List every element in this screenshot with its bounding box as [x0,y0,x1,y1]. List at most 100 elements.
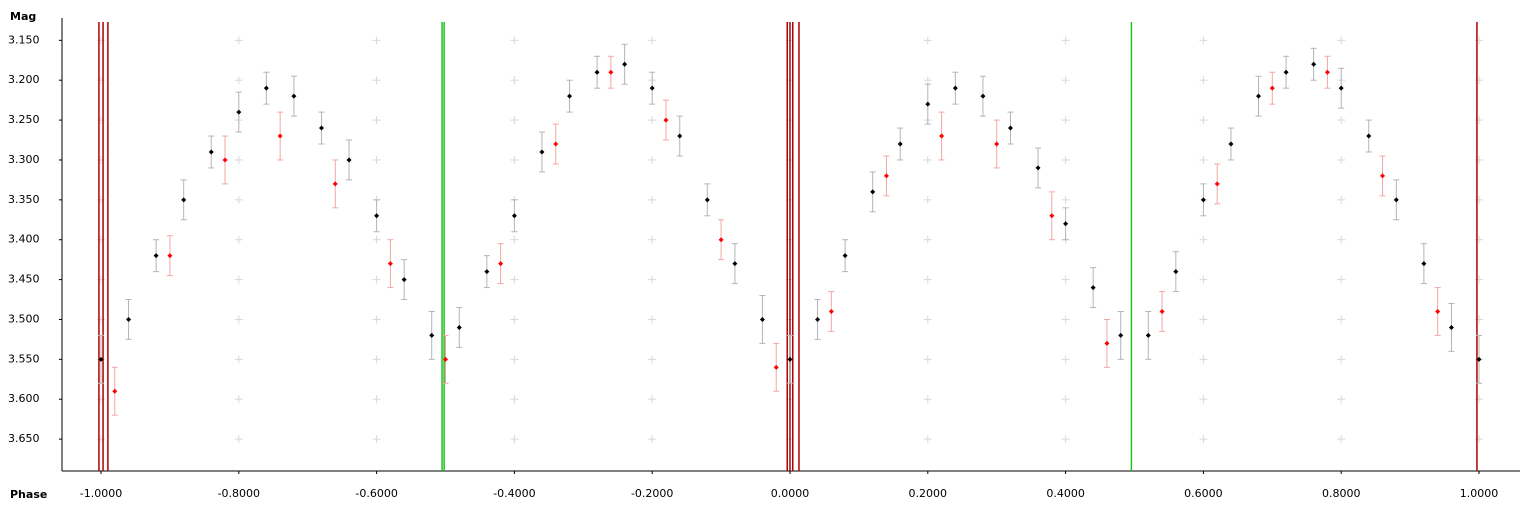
point [153,253,159,259]
point [870,189,876,195]
point [663,117,669,123]
point [1090,285,1096,291]
point [1311,61,1317,67]
point [1145,332,1151,338]
y-tick-label: 3.650 [8,432,40,445]
point [1159,308,1165,314]
point [346,157,352,163]
point [112,388,118,394]
point [401,277,407,283]
x-tick-label: 0.0000 [771,487,810,500]
point [1448,324,1454,330]
y-tick-label: 3.150 [8,33,40,46]
point [1007,125,1013,131]
point [374,213,380,219]
point [208,149,214,155]
point [277,133,283,139]
x-tick-label: 1.0000 [1460,487,1499,500]
x-tick-label: 0.4000 [1046,487,1085,500]
point [1435,308,1441,314]
point [759,316,765,322]
point [677,133,683,139]
point [222,157,228,163]
point [1173,269,1179,275]
point [332,181,338,187]
point [608,69,614,75]
y-tick-label: 3.300 [8,153,40,166]
y-axis-label: Mag [10,10,36,23]
x-tick-label: -0.4000 [493,487,535,500]
point [263,85,269,91]
point [1269,85,1275,91]
point [181,197,187,203]
point [718,237,724,243]
y-tick-label: 3.550 [8,352,40,365]
point [1476,356,1482,362]
x-axis-label: Phase [10,488,47,501]
point [773,364,779,370]
point [484,269,490,275]
point [318,125,324,131]
point [456,324,462,330]
point [553,141,559,147]
point [939,133,945,139]
point [1324,69,1330,75]
point [1380,173,1386,179]
point [897,141,903,147]
x-tick-label: 0.2000 [909,487,948,500]
point [1104,340,1110,346]
y-tick-label: 3.200 [8,73,40,86]
point [1200,197,1206,203]
x-tick-label: -0.8000 [218,487,260,500]
y-tick-label: 3.400 [8,233,40,246]
point [704,197,710,203]
point [511,213,517,219]
x-tick-label: -1.0000 [80,487,122,500]
point [1366,133,1372,139]
point [594,69,600,75]
point [815,316,821,322]
y-tick-label: 3.500 [8,312,40,325]
point [1393,197,1399,203]
point [787,356,793,362]
point [622,61,628,67]
point [387,261,393,267]
point [994,141,1000,147]
y-tick-label: 3.600 [8,392,40,405]
x-tick-label: 0.8000 [1322,487,1361,500]
point [1049,213,1055,219]
point [1214,181,1220,187]
x-tick-label: -0.2000 [631,487,673,500]
point [1063,221,1069,227]
y-tick-label: 3.450 [8,273,40,286]
point [732,261,738,267]
point [1338,85,1344,91]
point [1283,69,1289,75]
point [842,253,848,259]
y-tick-label: 3.250 [8,113,40,126]
point [980,93,986,99]
point [429,332,435,338]
point [567,93,573,99]
point [126,316,132,322]
point [167,253,173,259]
point [952,85,958,91]
point [1035,165,1041,171]
point [883,173,889,179]
point [1118,332,1124,338]
point [236,109,242,115]
y-tick-label: 3.350 [8,193,40,206]
point [649,85,655,91]
point [828,308,834,314]
point [442,356,448,362]
point [925,101,931,107]
x-tick-label: 0.6000 [1184,487,1223,500]
point [291,93,297,99]
point [1228,141,1234,147]
point [498,261,504,267]
point [1421,261,1427,267]
point [539,149,545,155]
x-tick-label: -0.6000 [355,487,397,500]
point [98,356,104,362]
